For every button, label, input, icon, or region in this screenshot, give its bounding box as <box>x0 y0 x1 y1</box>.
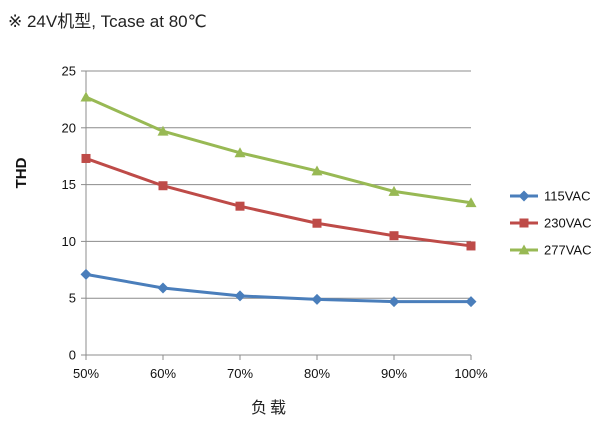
data-point-230vac <box>81 153 91 163</box>
y-tick-labels: 0 5 10 15 20 25 <box>62 64 76 363</box>
series-line-277vac <box>85 95 472 205</box>
legend-label-277vac: 277VAC <box>544 243 591 258</box>
legend-swatch-marker-115vac <box>518 190 530 202</box>
y-tick-label: 0 <box>69 348 76 363</box>
y-axis-label: THD <box>13 157 30 188</box>
data-point-277vac <box>388 185 400 196</box>
data-point-230vac <box>158 181 168 191</box>
data-point-115vac <box>157 282 169 294</box>
axes <box>81 70 472 360</box>
y-tick-label: 20 <box>62 120 76 135</box>
data-point-277vac <box>311 165 323 176</box>
legend-label-230vac: 230VAC <box>544 216 591 231</box>
x-tick-label: 80% <box>304 366 330 381</box>
x-tick-label: 50% <box>73 366 99 381</box>
data-point-277vac <box>80 91 92 102</box>
x-tick-label: 70% <box>227 366 253 381</box>
data-point-230vac <box>312 218 322 228</box>
y-tick-label: 15 <box>62 177 76 192</box>
data-point-115vac <box>234 290 246 302</box>
x-tick-labels: 50% 60% 70% 80% 90% 100% <box>73 366 488 381</box>
series-line-115vac <box>85 272 471 304</box>
x-tick-label: 90% <box>381 366 407 381</box>
series-markers <box>80 91 477 308</box>
legend: 115VAC 230VAC 277VAC <box>510 189 591 258</box>
y-tick-label: 5 <box>69 291 76 306</box>
series-lines <box>85 95 472 304</box>
data-point-230vac <box>466 241 476 251</box>
data-point-277vac <box>465 197 477 208</box>
data-point-277vac <box>157 125 169 136</box>
x-axis-label: 负载 <box>251 399 289 417</box>
legend-swatch-marker-277vac <box>518 244 530 255</box>
chart-note: ※ 24V机型, Tcase at 80℃ <box>8 12 207 31</box>
data-point-115vac <box>80 268 92 280</box>
data-point-230vac <box>389 231 399 241</box>
data-point-115vac <box>311 293 323 305</box>
x-tick-label: 100% <box>454 366 488 381</box>
series-line-230vac <box>85 157 472 248</box>
y-tick-label: 10 <box>62 234 76 249</box>
data-point-277vac <box>234 147 246 158</box>
data-point-230vac <box>235 201 245 211</box>
gridlines <box>86 70 471 299</box>
data-point-115vac <box>465 296 477 308</box>
data-point-115vac <box>388 296 400 308</box>
legend-label-115vac: 115VAC <box>544 189 591 204</box>
x-tick-label: 60% <box>150 366 176 381</box>
legend-swatch-marker-230vac <box>519 218 529 228</box>
y-tick-label: 25 <box>62 64 76 79</box>
